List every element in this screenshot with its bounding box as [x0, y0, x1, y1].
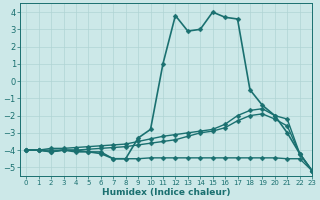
- X-axis label: Humidex (Indice chaleur): Humidex (Indice chaleur): [102, 188, 230, 197]
